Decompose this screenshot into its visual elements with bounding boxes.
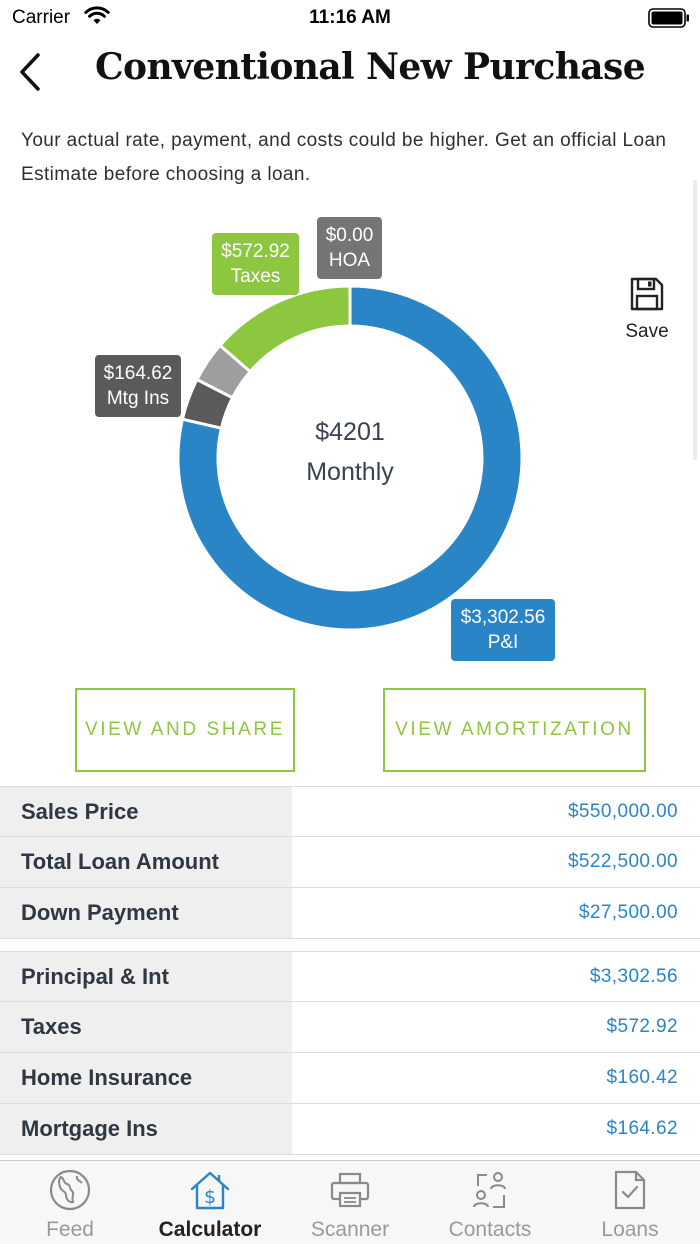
row-value[interactable]: $27,500.00 bbox=[578, 902, 678, 923]
hoa-value-label: $0.00 bbox=[325, 225, 374, 246]
tab-label: Feed bbox=[46, 1218, 94, 1241]
page-title: Conventional New Purchase bbox=[95, 46, 646, 88]
donut-svg bbox=[176, 284, 524, 632]
table-row: Taxes $572.92 bbox=[0, 1002, 700, 1053]
donut-slice-p-i[interactable] bbox=[176, 284, 524, 632]
row-value[interactable]: $522,500.00 bbox=[567, 851, 678, 872]
taxes-value-label: $572.92 bbox=[221, 241, 290, 262]
tab-label: Contacts bbox=[448, 1218, 532, 1241]
floppy-disk-icon bbox=[630, 277, 664, 311]
chevron-left-icon bbox=[20, 53, 40, 91]
view-amortization-button[interactable]: VIEW AMORTIZATION bbox=[383, 688, 646, 772]
pi-value-label: $3,302.56 bbox=[460, 607, 546, 628]
tab-calculator[interactable]: $ Calculator bbox=[140, 1161, 280, 1244]
scroll-indicator[interactable] bbox=[693, 180, 697, 460]
row-value[interactable]: $160.42 bbox=[606, 1067, 678, 1088]
disclaimer-text: Your actual rate, payment, and costs cou… bbox=[21, 130, 667, 185]
row-label: Sales Price bbox=[0, 787, 292, 836]
wifi-icon bbox=[84, 6, 110, 31]
donut-slice-taxes[interactable] bbox=[217, 284, 352, 374]
battery-icon bbox=[648, 8, 690, 33]
save-label: Save bbox=[625, 321, 669, 342]
table-row: Down Payment $27,500.00 bbox=[0, 888, 700, 939]
status-time: 11:16 AM bbox=[309, 7, 391, 28]
carrier-label: Carrier bbox=[12, 7, 71, 28]
svg-text:$: $ bbox=[204, 1186, 216, 1208]
mtg-ins-value-label: $164.62 bbox=[103, 363, 173, 384]
house-dollar-icon: $ bbox=[190, 1171, 230, 1210]
row-label: Taxes bbox=[0, 1002, 292, 1052]
chart-label-mtg-ins: $164.62 Mtg Ins bbox=[95, 355, 181, 417]
payment-donut-chart: $0.00 HOA $572.92 Taxes $164.62 Mtg Ins … bbox=[0, 210, 700, 670]
taxes-name-label: Taxes bbox=[230, 266, 281, 287]
row-label: Total Loan Amount bbox=[0, 837, 292, 887]
tab-bar: Feed $ Calculator Scanner Contacts bbox=[0, 1160, 700, 1244]
chart-label-taxes: $572.92 Taxes bbox=[212, 233, 299, 295]
payment-breakdown-table: Principal & Int $3,302.56 Taxes $572.92 … bbox=[0, 951, 700, 1155]
save-button[interactable]: Save bbox=[618, 276, 676, 346]
tab-label: Calculator bbox=[158, 1218, 262, 1241]
globe-icon bbox=[49, 1169, 91, 1211]
chart-label-pi: $3,302.56 P&I bbox=[451, 599, 555, 661]
table-row: Sales Price $550,000.00 bbox=[0, 786, 700, 837]
navigation-bar: Conventional New Purchase bbox=[0, 36, 700, 106]
mtg-ins-name-label: Mtg Ins bbox=[106, 388, 170, 409]
loan-summary-table: Sales Price $550,000.00 Total Loan Amoun… bbox=[0, 786, 700, 939]
tab-feed[interactable]: Feed bbox=[0, 1161, 140, 1244]
table-row: Mortgage Ins $164.62 bbox=[0, 1104, 700, 1155]
tab-loans[interactable]: Loans bbox=[560, 1161, 700, 1244]
tab-label: Scanner bbox=[310, 1218, 390, 1241]
row-label: Mortgage Ins bbox=[0, 1104, 292, 1154]
printer-icon bbox=[330, 1172, 370, 1208]
row-value[interactable]: $550,000.00 bbox=[567, 800, 678, 822]
table-row: Total Loan Amount $522,500.00 bbox=[0, 837, 700, 888]
table-row: Principal & Int $3,302.56 bbox=[0, 951, 700, 1002]
tab-scanner[interactable]: Scanner bbox=[280, 1161, 420, 1244]
row-label: Down Payment bbox=[0, 888, 292, 938]
row-value[interactable]: $572.92 bbox=[606, 1016, 678, 1037]
row-value[interactable]: $3,302.56 bbox=[589, 965, 678, 987]
status-bar: Carrier 11:16 AM bbox=[0, 0, 700, 36]
chart-label-hoa: $0.00 HOA bbox=[317, 217, 382, 279]
tab-label: Loans bbox=[601, 1218, 659, 1241]
row-label: Principal & Int bbox=[0, 952, 292, 1001]
back-button[interactable] bbox=[10, 50, 50, 94]
view-and-share-button[interactable]: VIEW AND SHARE bbox=[75, 688, 295, 772]
monthly-label: Monthly bbox=[306, 458, 394, 486]
pi-name-label: P&I bbox=[487, 632, 519, 653]
contacts-icon bbox=[473, 1172, 506, 1208]
table-row: Home Insurance $160.42 bbox=[0, 1053, 700, 1104]
document-check-icon bbox=[614, 1170, 646, 1210]
hoa-name-label: HOA bbox=[328, 250, 371, 271]
monthly-total: $4201 bbox=[315, 418, 385, 446]
row-value[interactable]: $164.62 bbox=[606, 1118, 678, 1139]
row-label: Home Insurance bbox=[0, 1053, 292, 1103]
tab-contacts[interactable]: Contacts bbox=[420, 1161, 560, 1244]
